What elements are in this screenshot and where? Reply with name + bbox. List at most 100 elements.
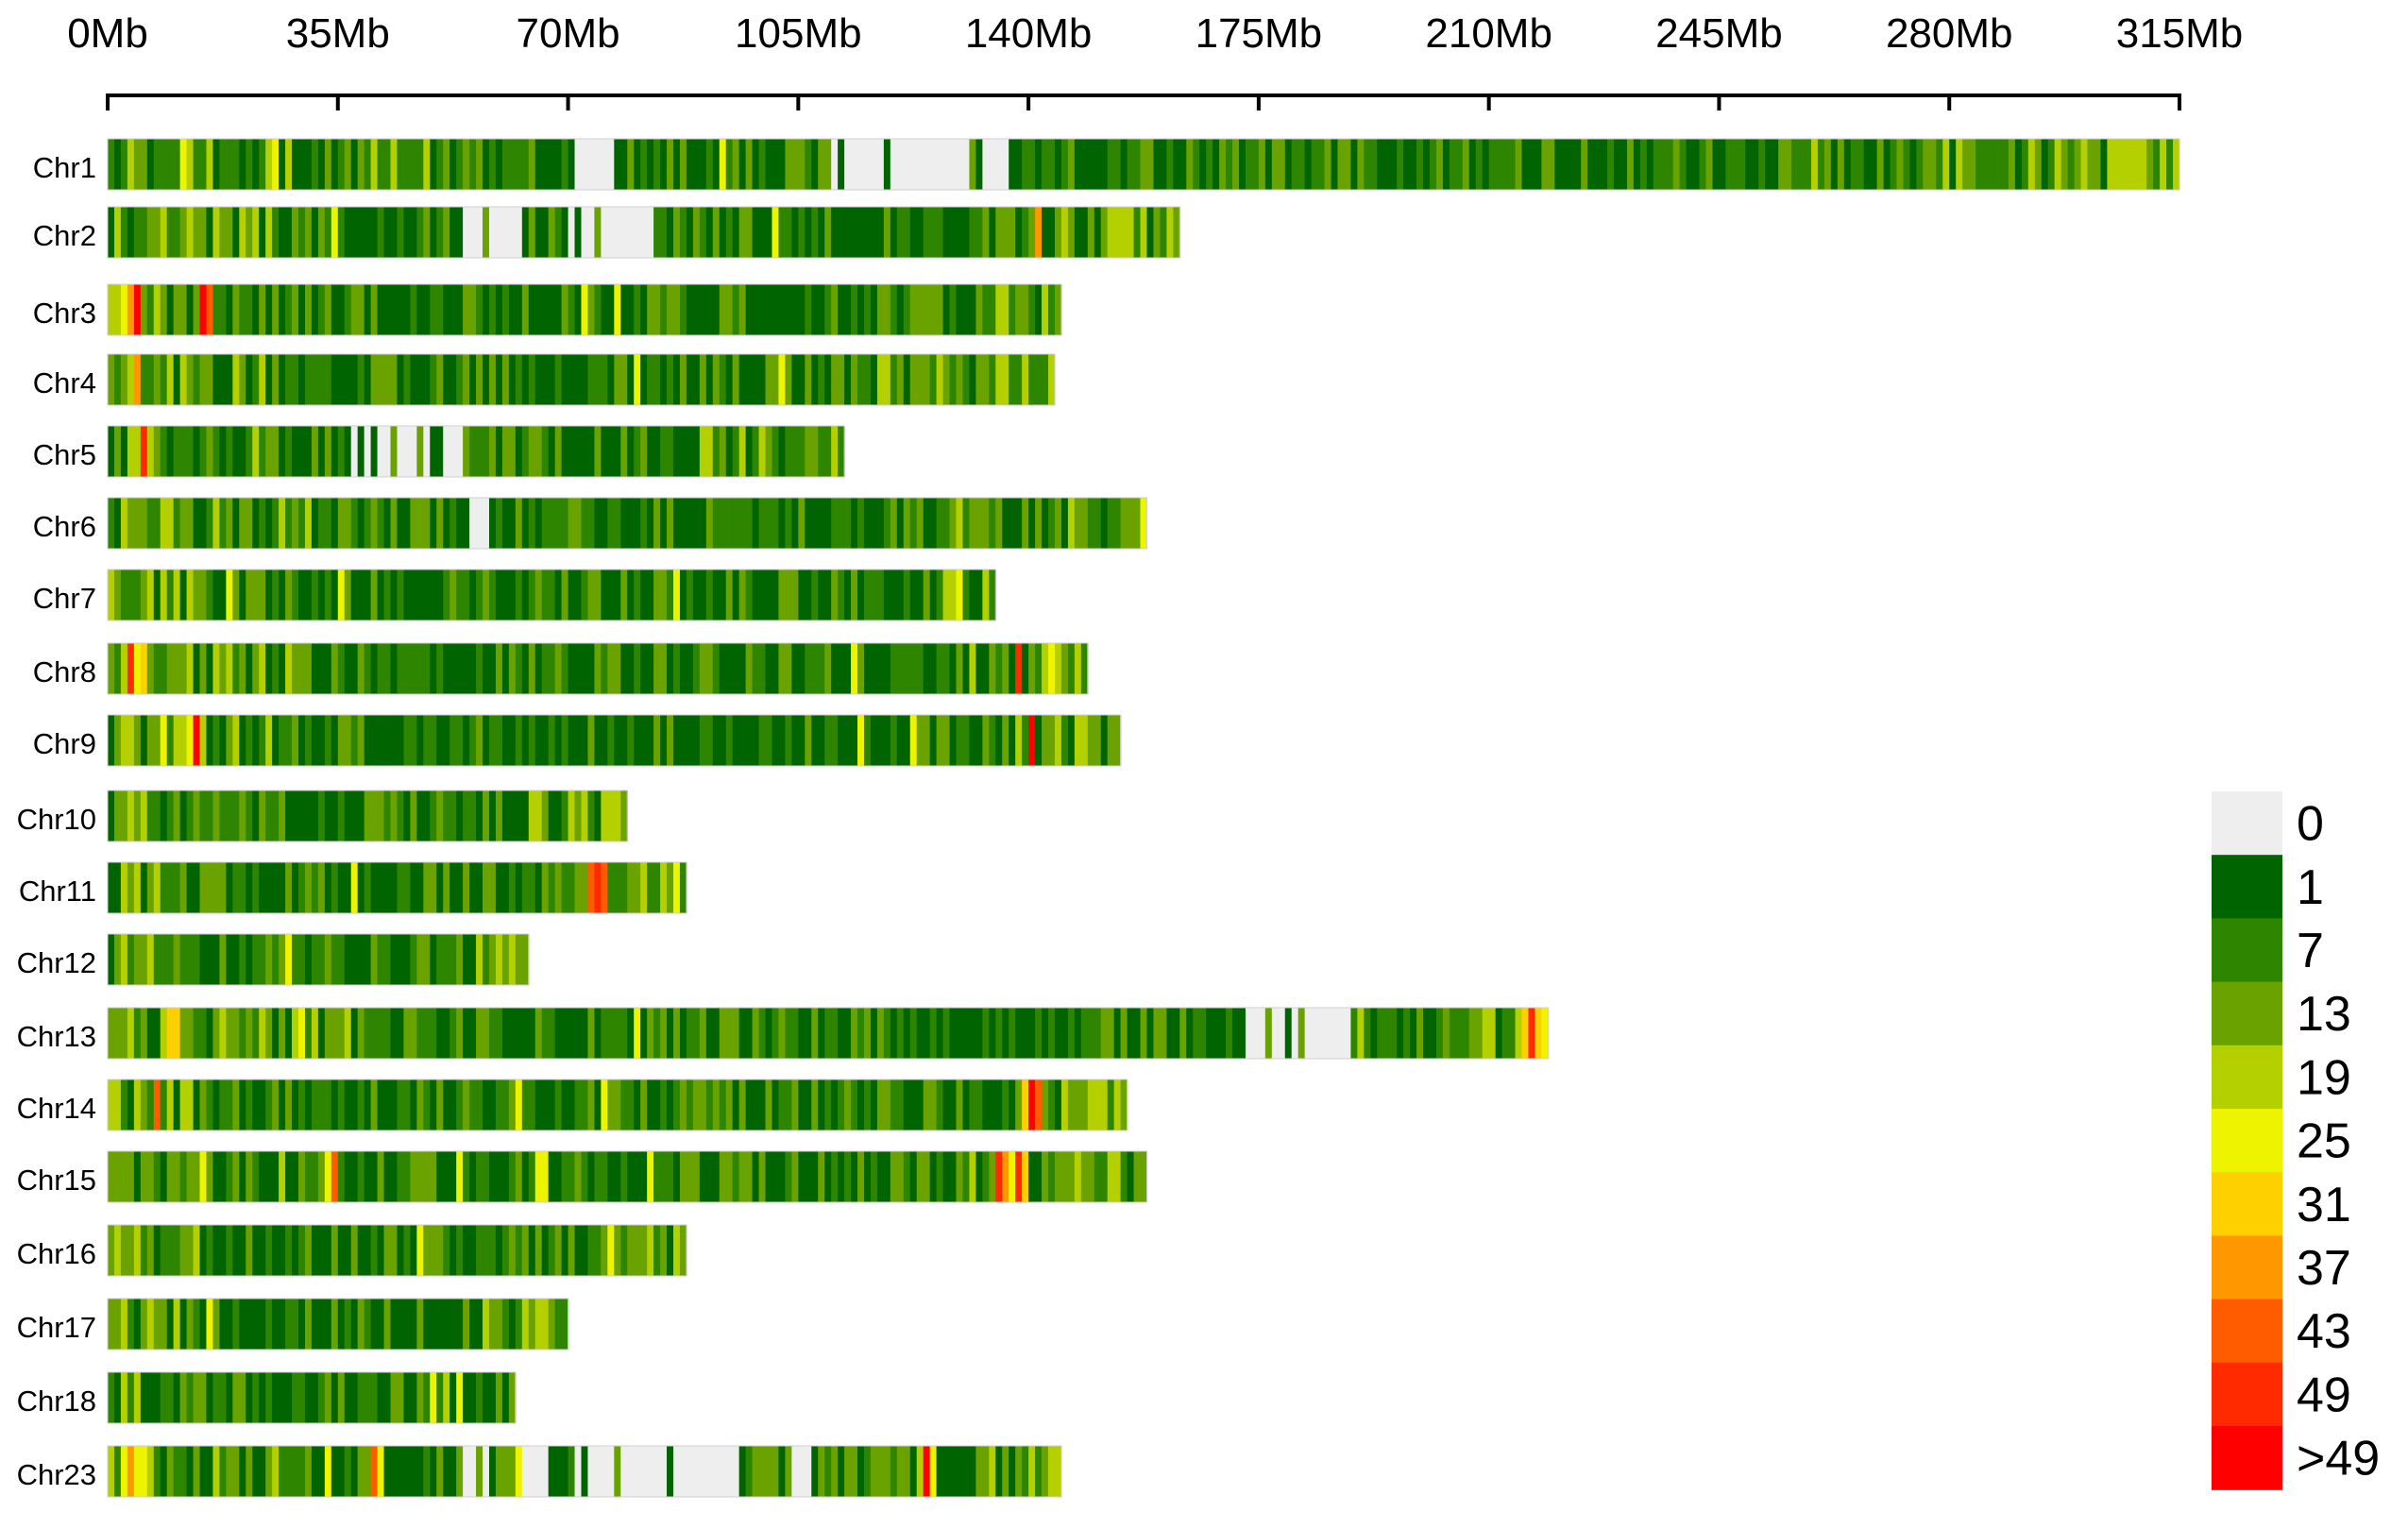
bin-cell: [883, 1008, 891, 1059]
bin-cell: [587, 1151, 596, 1202]
bin-cell: [541, 426, 550, 477]
bin-cell: [785, 1151, 792, 1202]
bin-cell: [501, 139, 510, 190]
bin-cell: [279, 934, 286, 985]
bin-cell: [1817, 139, 1825, 190]
bin-cell: [752, 569, 760, 620]
bin-cell: [805, 1079, 812, 1130]
bin-cell: [534, 139, 543, 190]
bin-cell: [1350, 139, 1358, 190]
bin-cell: [587, 1008, 596, 1059]
bin-cell: [929, 498, 938, 549]
bin-cell: [1133, 207, 1142, 258]
bin-cell: [246, 498, 253, 549]
bin-cell: [1009, 1151, 1016, 1202]
bin-cell: [488, 1225, 497, 1276]
bin-cell: [133, 1446, 142, 1497]
bin-cell: [765, 569, 773, 620]
bin-cell: [324, 1446, 332, 1497]
bin-cell: [1482, 139, 1490, 190]
bin-cell: [186, 207, 195, 258]
bin-cell: [383, 1372, 392, 1423]
bin-cell: [561, 1446, 569, 1497]
bin-cell: [173, 715, 181, 766]
bin-cell: [423, 498, 431, 549]
bin-cell: [324, 1151, 332, 1202]
bin-cell: [1587, 139, 1595, 190]
bin-cell: [166, 207, 175, 258]
bin-cell: [673, 207, 681, 258]
bin-cell: [212, 1446, 221, 1497]
bin-cell: [574, 790, 583, 841]
bin-cell: [488, 862, 497, 913]
chromosome-label: Chr14: [17, 1092, 96, 1125]
bin-cell: [1140, 1151, 1148, 1202]
bin-cell: [851, 1446, 858, 1497]
bin-cell: [1054, 1008, 1062, 1059]
legend-label: 25: [2297, 1114, 2351, 1169]
bin-cell: [279, 139, 286, 190]
bin-cell: [942, 1446, 951, 1497]
bin-cell: [594, 862, 602, 913]
bin-cell: [778, 207, 787, 258]
bin-cell: [153, 643, 161, 694]
bin-cell: [561, 1079, 569, 1130]
bin-cell: [956, 139, 964, 190]
bin-cell: [791, 1008, 799, 1059]
bin-cell: [528, 862, 536, 913]
bin-cell: [1798, 139, 1806, 190]
bin-cell: [173, 207, 181, 258]
bin-cell: [752, 1446, 760, 1497]
bin-cell: [456, 643, 464, 694]
bin-cell: [923, 284, 931, 335]
bin-cell: [370, 1446, 379, 1497]
bin-cell: [350, 284, 359, 335]
bin-cell: [423, 1225, 431, 1276]
bin-cell: [357, 498, 365, 549]
bin-cell: [265, 569, 273, 620]
bin-cell: [1364, 139, 1371, 190]
bin-cell: [2008, 139, 2016, 190]
bin-cell: [199, 139, 208, 190]
bin-cell: [239, 715, 246, 766]
bin-cell: [568, 643, 576, 694]
bin-cell: [193, 1008, 201, 1059]
bin-cell: [534, 862, 543, 913]
bin-cell: [324, 1299, 332, 1350]
bin-cell: [501, 1225, 510, 1276]
bin-cell: [844, 1079, 852, 1130]
bin-cell: [297, 790, 306, 841]
bin-cell: [521, 1079, 530, 1130]
bin-cell: [805, 1446, 812, 1497]
bin-cell: [686, 498, 694, 549]
bin-cell: [876, 139, 885, 190]
bin-cell: [995, 284, 1003, 335]
bin-cell: [601, 1446, 608, 1497]
bin-cell: [916, 1079, 924, 1130]
bin-cell: [640, 498, 648, 549]
bin-cell: [1042, 715, 1049, 766]
bin-cell: [272, 862, 280, 913]
bin-cell: [1712, 139, 1721, 190]
bin-cell: [463, 1225, 470, 1276]
bin-cell: [923, 1151, 931, 1202]
bin-cell: [443, 934, 450, 985]
legend-swatch: [2212, 1172, 2282, 1236]
bin-cell: [705, 1008, 714, 1059]
bin-cell: [179, 1151, 188, 1202]
bin-cell: [962, 1446, 971, 1497]
bin-cell: [377, 715, 385, 766]
x-tick-label: 315Mb: [2116, 10, 2244, 57]
bin-cell: [436, 1008, 444, 1059]
bin-cell: [239, 790, 246, 841]
bin-cell: [1160, 1008, 1167, 1059]
bin-cell: [863, 354, 872, 405]
bin-cell: [811, 426, 819, 477]
bin-cell: [377, 862, 385, 913]
bin-cell: [483, 569, 490, 620]
bin-cell: [667, 1151, 674, 1202]
bin-cell: [403, 139, 411, 190]
bin-cell: [403, 790, 411, 841]
bin-cell: [279, 1372, 286, 1423]
bin-cell: [501, 1151, 510, 1202]
